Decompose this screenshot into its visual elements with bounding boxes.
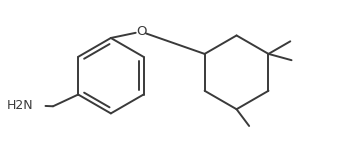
Text: H2N: H2N	[6, 99, 33, 112]
Text: O: O	[136, 25, 146, 38]
